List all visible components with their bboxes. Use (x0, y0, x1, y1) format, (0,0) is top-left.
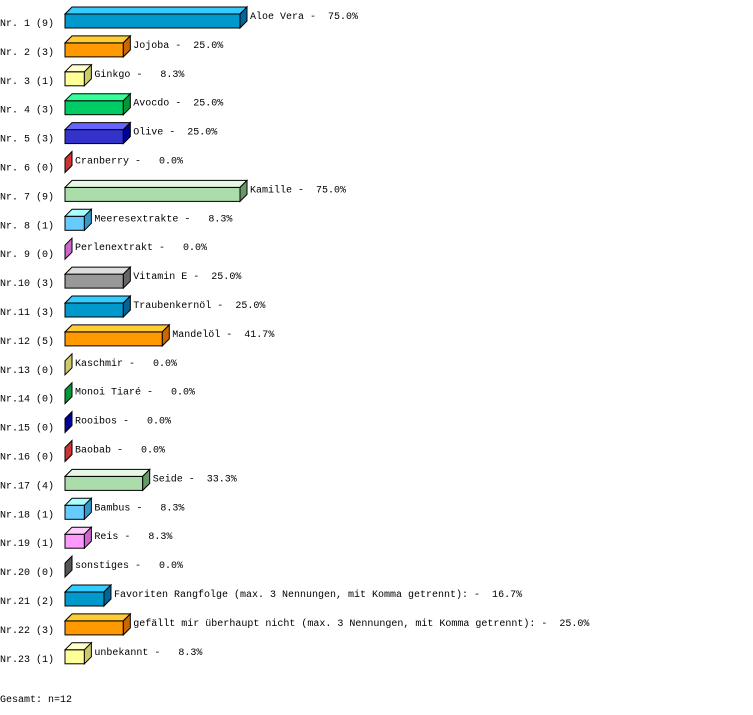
bar-side (122, 612, 131, 637)
bar-side (83, 208, 92, 232)
bar-top (63, 122, 132, 131)
category-label: Nr.20 (0) (0, 567, 54, 579)
bar-top (63, 179, 249, 188)
bar-top (63, 6, 249, 15)
bar-side (122, 265, 131, 290)
total-label: Gesamt: n=12 (0, 695, 72, 706)
value-label: Perlenextrakt - 0.0% (75, 242, 207, 254)
category-label: Nr. 3 (1) (0, 76, 54, 88)
value-label: Vitamin E - 25.0% (133, 271, 241, 283)
value-label: Aloe Vera - 75.0% (250, 11, 358, 23)
category-label: Nr.11 (3) (0, 307, 54, 319)
bar-side (122, 121, 131, 145)
category-label: Nr. 5 (3) (0, 134, 54, 146)
category-label: Nr. 4 (3) (0, 105, 54, 117)
bar-top (63, 35, 132, 44)
bar-top (63, 468, 151, 477)
value-label: unbekannt - 8.3% (94, 647, 202, 659)
bar-front (64, 273, 124, 289)
value-label: Seide - 33.3% (153, 473, 237, 485)
bar-front (64, 71, 85, 87)
bar-side (83, 63, 92, 88)
category-label: Nr.21 (2) (0, 596, 54, 608)
category-label: Nr. 8 (1) (0, 220, 54, 232)
bar-top (63, 93, 132, 102)
bar-side (239, 179, 248, 203)
category-label: Nr.15 (0) (0, 423, 54, 435)
value-label: Kamille - 75.0% (250, 184, 346, 196)
category-label: Nr.18 (1) (0, 509, 54, 521)
category-label: Nr.14 (0) (0, 394, 54, 406)
category-label: Nr.13 (0) (0, 365, 54, 377)
value-label: Bambus - 8.3% (94, 502, 184, 514)
bar-side (103, 583, 112, 608)
bar-front (64, 331, 163, 347)
value-label: Baobab - 0.0% (75, 445, 165, 457)
bar-front (64, 215, 85, 231)
bar-front (64, 504, 85, 520)
bar-side (64, 352, 73, 377)
category-label: Nr. 6 (0) (0, 163, 54, 175)
bar-side (64, 410, 73, 434)
value-label: gefällt mir überhaupt nicht (max. 3 Nenn… (133, 618, 589, 630)
bar-side (83, 641, 92, 666)
value-label: Mandelöl - 41.7% (172, 329, 274, 341)
bar-side (122, 34, 131, 59)
bar-side (142, 468, 151, 492)
bar-side (64, 236, 73, 261)
category-label: Nr.10 (3) (0, 278, 54, 290)
bar-front (64, 42, 124, 58)
bar-side (64, 150, 73, 174)
bar-front (64, 591, 105, 607)
bar-front (64, 129, 124, 145)
bar-side (83, 525, 92, 550)
category-label: Nr.23 (1) (0, 654, 54, 666)
bar-side (64, 554, 73, 579)
bar-front (64, 100, 124, 116)
bar-top (63, 266, 132, 275)
bar-side (64, 439, 73, 463)
bar-front (64, 13, 241, 29)
bar-front (64, 620, 124, 636)
bar-top (63, 584, 113, 593)
category-label: Nr.12 (5) (0, 336, 54, 348)
bar-front (64, 475, 144, 491)
category-label: Nr.19 (1) (0, 538, 54, 550)
bar-top (63, 613, 132, 622)
value-label: Rooibos - 0.0% (75, 416, 171, 428)
bar-side (239, 5, 248, 30)
value-label: Jojoba - 25.0% (133, 40, 223, 52)
value-label: Avocdo - 25.0% (133, 98, 223, 110)
bar-side (122, 92, 131, 116)
category-label: Nr.16 (0) (0, 452, 54, 464)
value-label: Meeresextrakte - 8.3% (94, 213, 232, 225)
category-label: Nr. 7 (9) (0, 191, 54, 203)
value-label: Ginkgo - 8.3% (94, 69, 184, 81)
bar-front (64, 186, 241, 202)
bar-side (122, 294, 131, 319)
bar-front (64, 533, 85, 549)
value-label: Cranberry - 0.0% (75, 156, 183, 168)
category-label: Nr. 9 (0) (0, 249, 54, 261)
value-label: Traubenkernöl - 25.0% (133, 300, 265, 312)
value-label: Favoriten Rangfolge (max. 3 Nennungen, m… (114, 589, 522, 601)
category-label: Nr. 2 (3) (0, 47, 54, 59)
bar-side (83, 497, 92, 521)
bar-front (64, 649, 85, 665)
bar-side (161, 323, 170, 348)
value-label: Kaschmir - 0.0% (75, 358, 177, 370)
value-label: Olive - 25.0% (133, 127, 217, 139)
bar-side (64, 381, 73, 405)
bar-top (63, 324, 171, 333)
value-label: sonstiges - 0.0% (75, 560, 183, 572)
bar-top (63, 295, 132, 304)
bar-front (64, 302, 124, 318)
category-label: Nr.22 (3) (0, 625, 54, 637)
value-label: Monoi Tiaré - 0.0% (75, 387, 195, 399)
value-label: Reis - 8.3% (94, 531, 172, 543)
category-label: Nr.17 (4) (0, 480, 54, 492)
category-label: Nr. 1 (9) (0, 18, 54, 30)
